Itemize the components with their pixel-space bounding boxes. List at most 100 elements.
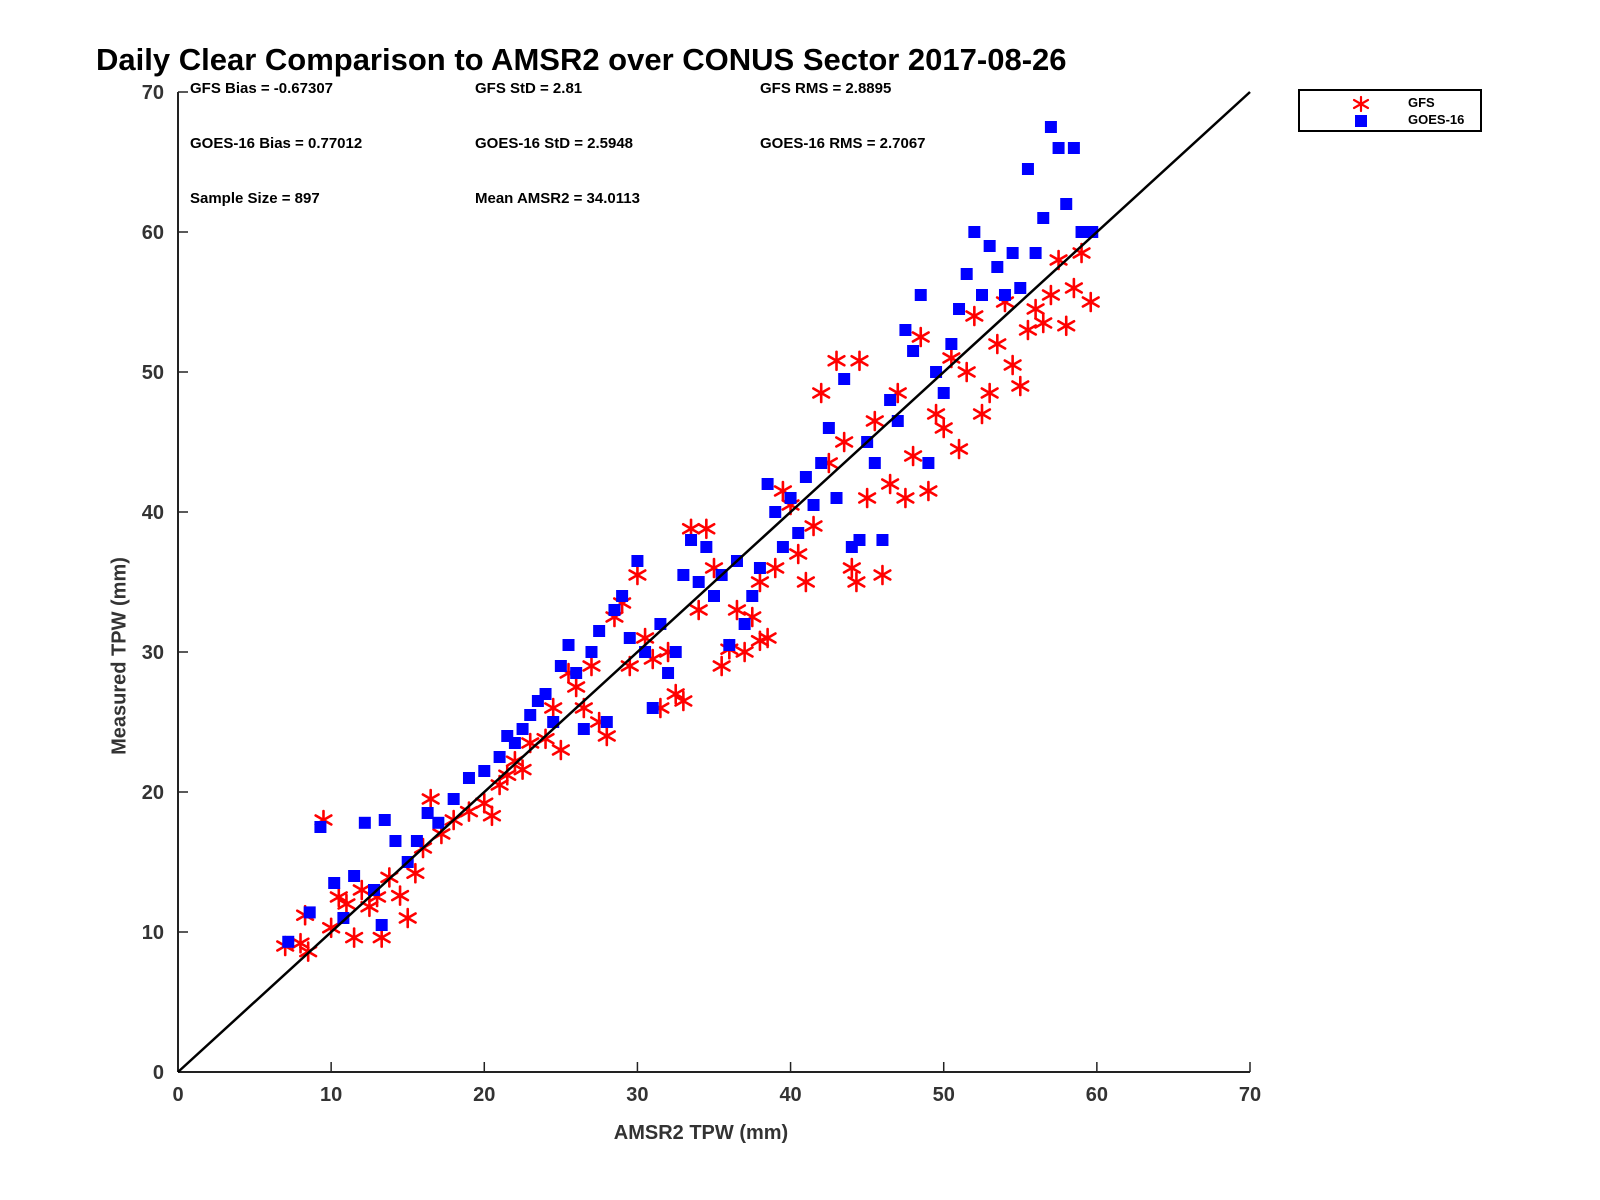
y-tick-label: 50 (142, 362, 164, 384)
gfs-point (674, 690, 693, 712)
gfs-point (842, 557, 861, 579)
one-to-one-line (177, 91, 1251, 1073)
goes16-point (646, 702, 659, 714)
goes16-point (447, 793, 460, 805)
gfs-point (406, 862, 425, 884)
goes16-point (700, 541, 713, 553)
goes16-point (792, 527, 805, 539)
goes16-point (976, 289, 988, 301)
goes16-point (1067, 142, 1080, 154)
goes16-point (585, 646, 598, 658)
gfs-point (344, 927, 364, 948)
goes16-point (945, 338, 958, 350)
goes16-point (562, 639, 575, 651)
gfs-point (949, 438, 969, 460)
gfs-point (582, 655, 601, 677)
legend-label-gfs: GFS (1408, 95, 1435, 110)
goes16-point (410, 835, 423, 847)
y-tick-label: 70 (142, 82, 164, 104)
gfs-point (329, 886, 348, 908)
goes16-point (389, 835, 402, 847)
gfs-point (865, 410, 884, 432)
gfs-point (421, 788, 440, 810)
goes16-point (1052, 142, 1065, 154)
goes16-point (776, 541, 789, 553)
gfs-point (1011, 375, 1030, 397)
gfs-point (911, 326, 930, 348)
goes16-point (303, 906, 316, 919)
x-tick-label: 60 (1086, 1084, 1108, 1106)
gfs-point (513, 759, 532, 780)
goes16-point (960, 268, 973, 280)
y-tick-label: 10 (142, 922, 164, 944)
gfs-point (567, 676, 586, 698)
y-tick-label: 0 (153, 1062, 164, 1084)
x-tick-label: 0 (172, 1084, 183, 1106)
gfs-point (727, 599, 747, 621)
gfs-point (750, 571, 770, 593)
gfs-point (1057, 315, 1076, 337)
goes16-point (692, 576, 705, 588)
goes16-point (677, 569, 690, 581)
goes16-point (314, 821, 327, 833)
gfs-point (475, 792, 494, 814)
goes16-point (1006, 247, 1019, 259)
gfs-point (551, 739, 570, 761)
goes16-point (593, 625, 606, 637)
gfs-point (926, 403, 946, 425)
gfs-point (628, 564, 647, 586)
goes16-point (508, 737, 521, 749)
goes-bias-annotation: GOES-16 Bias = 0.77012 (190, 135, 363, 152)
gfs-point (934, 417, 953, 439)
chart-title: Daily Clear Comparison to AMSR2 over CON… (96, 42, 1067, 77)
goes-rms-annotation: GOES-16 RMS = 2.7067 (760, 135, 926, 152)
goes16-point (1021, 163, 1034, 175)
goes16-point (983, 240, 996, 252)
gfs-point (804, 515, 823, 537)
gfs-point (827, 350, 846, 372)
x-tick-label: 20 (473, 1084, 495, 1106)
gfs-point (735, 641, 754, 663)
y-tick-label: 20 (142, 782, 164, 804)
gfs-point (597, 725, 616, 747)
gfs-point (666, 683, 685, 705)
goes16-point (991, 261, 1004, 273)
goes16-point (830, 492, 843, 504)
x-tick-label: 50 (933, 1084, 955, 1106)
goes16-point (708, 590, 720, 602)
goes-std-annotation: GOES-16 StD = 2.5948 (475, 135, 633, 152)
legend: GFS GOES-16 (1298, 89, 1482, 132)
goes16-point (746, 590, 759, 602)
gfs-point (812, 382, 831, 404)
gfs-point (390, 885, 410, 906)
goes16-point (432, 816, 445, 829)
gfs-bias-annotation: GFS Bias = -0.67307 (190, 80, 333, 97)
legend-item-gfs: GFS (1300, 95, 1480, 113)
goes16-point (998, 289, 1011, 301)
gfs-point (337, 893, 356, 915)
goes16-point (669, 646, 682, 658)
gfs-point (789, 543, 808, 565)
gfs-point (697, 518, 716, 540)
goes16-point (516, 723, 529, 735)
gfs-point (988, 333, 1007, 355)
goes16-point (761, 478, 774, 490)
gfs-point (1064, 277, 1084, 299)
goes16-point (358, 816, 371, 829)
gfs-point (835, 431, 854, 453)
goes16-point (1037, 212, 1050, 224)
y-tick-label: 60 (142, 222, 164, 244)
gfs-point (482, 805, 502, 827)
x-tick-label: 70 (1239, 1084, 1261, 1106)
gfs-point (873, 564, 892, 586)
goes16-point (937, 387, 950, 399)
gfs-point (1034, 312, 1053, 334)
gfs-point (965, 305, 984, 327)
goes16-point (1075, 226, 1088, 238)
legend-label-goes16: GOES-16 (1408, 112, 1465, 127)
square-icon (1355, 115, 1367, 127)
sample-size-annotation: Sample Size = 897 (190, 190, 320, 207)
gfs-point (544, 697, 563, 719)
